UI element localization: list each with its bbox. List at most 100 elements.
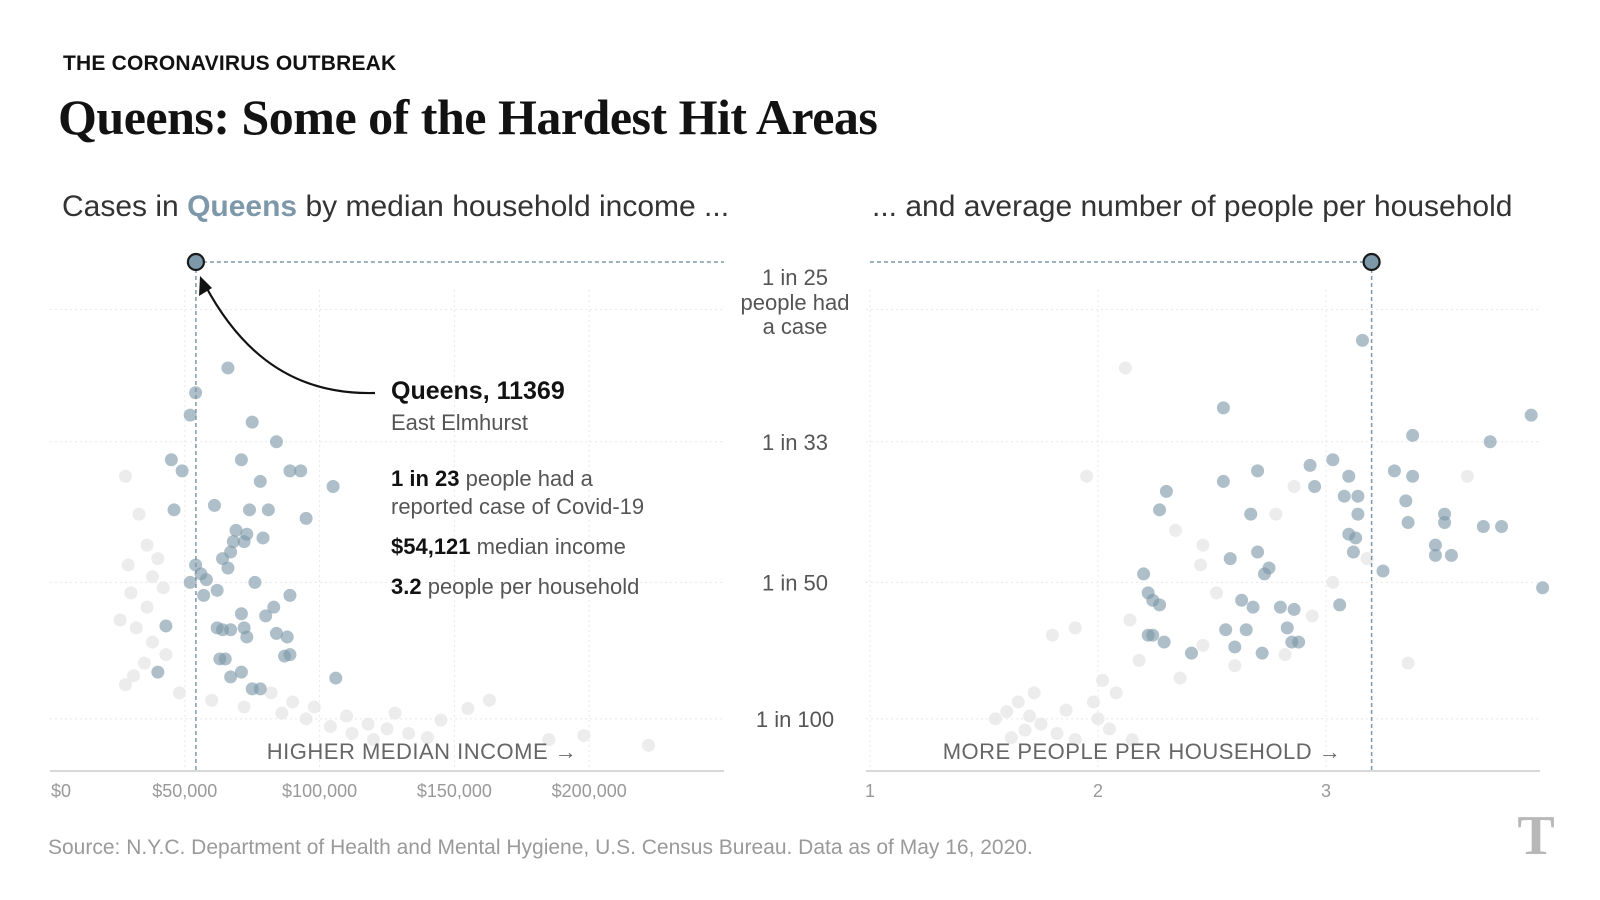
queens-point bbox=[221, 361, 235, 375]
queens-point bbox=[1444, 548, 1458, 562]
x-tick-label: 2 bbox=[1093, 781, 1103, 801]
queens-point bbox=[1303, 458, 1317, 472]
queens-point bbox=[1287, 602, 1301, 616]
queens-point bbox=[299, 511, 313, 525]
queens-point bbox=[280, 630, 294, 644]
other-point bbox=[1109, 686, 1123, 700]
other-point bbox=[205, 693, 219, 707]
queens-point bbox=[1406, 469, 1420, 483]
other-point bbox=[1305, 609, 1319, 623]
queens-point bbox=[269, 435, 283, 449]
annotation-line-4: 3.2 people per household bbox=[391, 574, 639, 599]
other-point bbox=[1050, 726, 1064, 740]
queens-point bbox=[1255, 646, 1269, 660]
other-point bbox=[361, 717, 375, 731]
subtitle-left-post: by median household income ... bbox=[297, 190, 730, 223]
queens-point bbox=[267, 600, 281, 614]
other-point bbox=[1401, 656, 1415, 670]
other-point bbox=[145, 570, 159, 584]
other-point bbox=[1080, 469, 1094, 483]
queens-point bbox=[294, 464, 308, 478]
other-point bbox=[237, 700, 251, 714]
other-point bbox=[1196, 538, 1210, 552]
other-point bbox=[577, 729, 591, 743]
queens-point bbox=[1223, 552, 1237, 566]
queens-point bbox=[1326, 453, 1340, 467]
other-point bbox=[1326, 575, 1340, 589]
queens-point bbox=[218, 652, 232, 666]
other-point bbox=[132, 507, 146, 521]
other-point bbox=[124, 586, 138, 600]
other-point bbox=[323, 720, 337, 734]
highlight-point bbox=[186, 252, 206, 272]
x-tick-label: 1 bbox=[865, 781, 875, 801]
queens-point bbox=[207, 498, 221, 512]
queens-point bbox=[197, 588, 211, 602]
queens-point bbox=[1216, 474, 1230, 488]
other-point bbox=[642, 738, 656, 752]
annotation-neighborhood: East Elmhurst bbox=[391, 410, 528, 435]
other-point bbox=[307, 700, 321, 714]
axes: $0 $50,000 $100,000 $150,000 $200,000 HIGHER … bbox=[50, 739, 1540, 801]
queens-point bbox=[1157, 635, 1171, 649]
other-point bbox=[156, 581, 170, 595]
other-point bbox=[340, 709, 354, 723]
subtitle-left-highlight: Queens bbox=[187, 190, 298, 223]
other-point bbox=[264, 686, 278, 700]
other-point bbox=[121, 558, 135, 572]
other-point bbox=[151, 552, 165, 566]
other-point bbox=[1068, 621, 1082, 635]
other-point bbox=[1118, 361, 1132, 375]
annotation-arrow bbox=[204, 284, 376, 395]
queens-point bbox=[326, 479, 340, 493]
queens-point bbox=[199, 573, 213, 587]
queens-point bbox=[1257, 567, 1271, 581]
queens-point bbox=[234, 665, 248, 679]
queens-point bbox=[224, 670, 238, 684]
other-point bbox=[1004, 731, 1018, 745]
other-point bbox=[286, 695, 300, 709]
nyt-logo-icon: T bbox=[1517, 805, 1555, 867]
queens-point bbox=[1153, 503, 1167, 517]
queens-point bbox=[1146, 628, 1160, 642]
queens-points bbox=[151, 333, 1550, 696]
queens-point bbox=[245, 415, 259, 429]
subtitle-left: Cases in Queens by median household inco… bbox=[62, 190, 729, 224]
queens-point bbox=[1228, 640, 1242, 654]
queens-point bbox=[1349, 531, 1363, 545]
queens-point bbox=[1235, 593, 1249, 607]
center-note-line: a case bbox=[763, 314, 828, 339]
queens-point bbox=[1376, 564, 1390, 578]
queens-point bbox=[1184, 646, 1198, 660]
other-point bbox=[172, 686, 186, 700]
other-point bbox=[420, 731, 434, 745]
annotation-line-3-bold: $54,121 bbox=[391, 534, 471, 559]
other-point bbox=[1173, 671, 1187, 685]
queens-point bbox=[256, 531, 270, 545]
other-points bbox=[113, 361, 1474, 752]
other-point bbox=[1023, 709, 1037, 723]
queens-point bbox=[1351, 489, 1365, 503]
queens-point bbox=[1292, 635, 1306, 649]
annotation-line-2-rest: reported case of Covid-19 bbox=[391, 494, 644, 519]
x-tick-label: $200,000 bbox=[552, 781, 627, 801]
queens-point bbox=[1159, 484, 1173, 498]
queens-point bbox=[283, 588, 297, 602]
queens-point bbox=[1428, 538, 1442, 552]
annotation: Queens, 11369 East Elmhurst 1 in 23 peop… bbox=[199, 276, 644, 599]
queens-point bbox=[1387, 464, 1401, 478]
annotation-line-1-bold: 1 in 23 bbox=[391, 466, 459, 491]
queens-point bbox=[1401, 515, 1415, 529]
other-point bbox=[1287, 479, 1301, 493]
other-point bbox=[1045, 628, 1059, 642]
other-point bbox=[1169, 523, 1183, 537]
queens-point bbox=[183, 408, 197, 422]
queens-point bbox=[234, 607, 248, 621]
other-point bbox=[1102, 722, 1116, 736]
kicker: THE CORONAVIRUS OUTBREAK bbox=[63, 52, 397, 75]
queens-point bbox=[1342, 469, 1356, 483]
other-point bbox=[1068, 733, 1082, 747]
other-point bbox=[118, 469, 132, 483]
other-point bbox=[367, 733, 381, 747]
other-point bbox=[1196, 638, 1210, 652]
